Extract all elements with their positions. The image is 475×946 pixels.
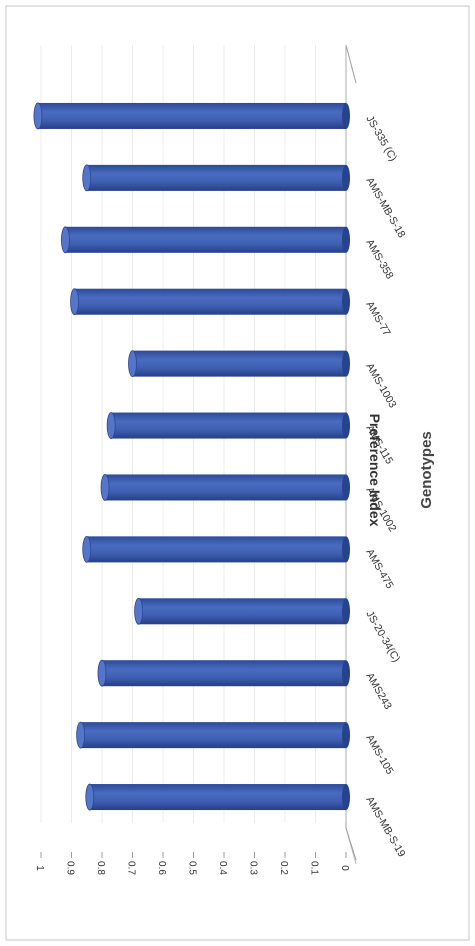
bar-base-cap [342, 412, 350, 439]
y-tick-label: 1 [34, 865, 45, 871]
y-tick-label: 0 [339, 865, 350, 871]
y-tick-label: 0.3 [248, 861, 259, 875]
bar [33, 102, 350, 130]
y-axis-title: Preference Index [367, 414, 383, 527]
bar-end-cap [97, 659, 107, 687]
bar [128, 350, 350, 378]
bar-base-cap [342, 102, 350, 129]
y-tick-label: 0.6 [156, 861, 167, 875]
bar-base-cap [342, 660, 350, 687]
bar [70, 288, 350, 316]
bar [82, 535, 350, 563]
bar-body [111, 412, 347, 439]
y-axis-ticks: 0 0.1 0.2 0.3 0.4 0.5 0.6 0.7 0.8 0.9 1 [34, 852, 350, 875]
bar-base-cap [342, 164, 350, 191]
bar-body [86, 164, 346, 191]
y-tick-label: 0.5 [187, 861, 198, 875]
y-tick-label: 0.4 [217, 861, 228, 875]
bar-end-cap [82, 535, 92, 563]
bar-base-cap [342, 784, 350, 811]
bar [106, 412, 350, 439]
bar [100, 474, 350, 501]
bar [85, 783, 350, 811]
bar-base-cap [342, 598, 350, 625]
bar-body [89, 784, 347, 811]
bar-base-cap [342, 722, 350, 749]
y-tick-label: 0.7 [126, 861, 137, 875]
bar-body [86, 536, 346, 563]
bar-end-cap [82, 164, 92, 192]
bar-body [74, 288, 347, 315]
bar [97, 659, 350, 687]
y-tick-label: 0.9 [65, 861, 76, 875]
x-axis-title: Genotypes [418, 431, 435, 509]
bar-base-cap [342, 350, 350, 377]
bar [61, 226, 350, 254]
bar-base-cap [342, 536, 350, 563]
bar-end-cap [134, 597, 144, 625]
bar [134, 597, 350, 625]
y-tick-label: 0.1 [309, 861, 320, 875]
bar-end-cap [33, 102, 43, 130]
bar-end-cap [76, 721, 86, 749]
bar-body [102, 660, 346, 687]
bar-end-cap [100, 474, 110, 501]
bar-base-cap [342, 474, 350, 501]
bar-body [65, 226, 347, 253]
depth-edge-top [345, 44, 357, 84]
bar-end-cap [128, 350, 137, 378]
bar-base-cap [342, 226, 350, 253]
bar-body [132, 350, 346, 377]
bar-end-cap [61, 226, 70, 254]
bar-end-cap [106, 412, 116, 439]
depth-edge-bottom [345, 827, 357, 861]
bar-end-cap [70, 288, 79, 316]
bars [33, 102, 350, 811]
bar-body [138, 598, 346, 625]
bar-base-cap [342, 288, 350, 315]
bar-end-cap [85, 783, 95, 811]
bar-body [80, 722, 347, 749]
bar-body [105, 474, 346, 501]
y-tick-label: 0.2 [278, 861, 289, 875]
bar [82, 164, 350, 192]
bar-body [37, 102, 346, 129]
y-tick-label: 0.8 [95, 861, 106, 875]
bar [76, 721, 350, 749]
